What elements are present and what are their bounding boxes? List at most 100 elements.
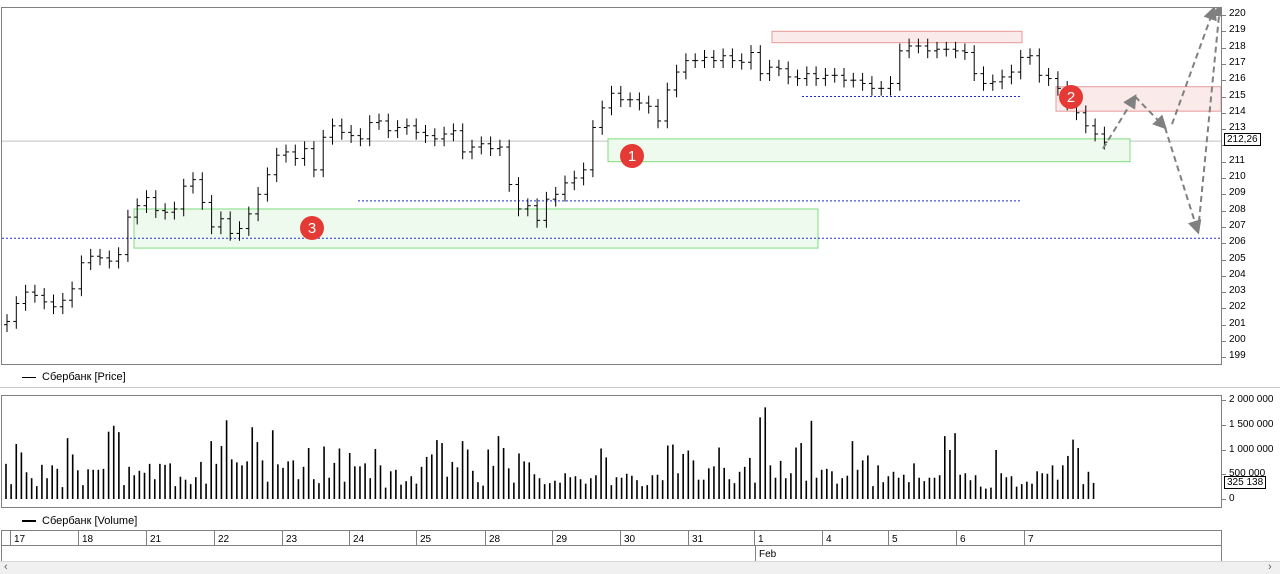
ohlc-bar — [487, 136, 494, 156]
price-tick-mark — [1222, 112, 1226, 114]
ohlc-bar — [943, 41, 950, 57]
day-label: 30 — [624, 534, 636, 545]
ohlc-bar — [794, 69, 801, 86]
price-tick-mark — [1222, 63, 1226, 65]
ohlc-bar — [1008, 64, 1015, 85]
volume-tick-label: 1 000 000 — [1229, 443, 1274, 455]
ohlc-bar — [571, 170, 578, 191]
ohlc-bar — [31, 284, 38, 303]
ohlc-bar — [245, 206, 252, 236]
forecast-arrow — [1134, 95, 1167, 130]
callout-1: 1 — [620, 144, 644, 168]
ohlc-bar — [255, 186, 262, 222]
last-price-label: 212,26 — [1224, 133, 1261, 147]
ohlc-bar — [1045, 67, 1052, 86]
ohlc-bar — [785, 61, 792, 85]
price-tick-label: 218 — [1229, 40, 1246, 52]
ohlc-bar — [915, 38, 922, 54]
ohlc-bar — [924, 38, 931, 59]
volume-tick-mark — [1222, 424, 1226, 426]
panel-separator — [0, 387, 1280, 388]
month-label: Feb — [759, 549, 777, 560]
ohlc-bar — [617, 85, 624, 108]
day-label: 7 — [1028, 534, 1034, 545]
ohlc-bar — [357, 128, 364, 147]
ohlc-bar — [506, 139, 513, 192]
scroll-right-icon[interactable]: › — [1268, 561, 1272, 573]
volume-tick-mark — [1222, 400, 1226, 401]
price-tick-mark — [1222, 210, 1226, 212]
volume-legend-label: Сбербанк [Volume] — [42, 515, 138, 527]
volume-chart-panel[interactable] — [1, 395, 1222, 508]
scroll-left-icon[interactable]: ‹ — [4, 561, 8, 573]
day-label: 31 — [692, 534, 704, 545]
price-chart-panel[interactable] — [1, 2, 1226, 365]
volume-legend: Сбербанк [Volume] — [22, 515, 137, 527]
support-zone-3 — [133, 208, 819, 249]
ohlc-bar — [589, 120, 596, 178]
day-label: 1 — [758, 534, 764, 545]
ohlc-bar — [562, 175, 568, 202]
price-tick-mark — [1222, 259, 1226, 261]
horizontal-scrollbar[interactable]: ‹ › — [0, 561, 1280, 574]
ohlc-bar — [273, 147, 280, 183]
ohlc-bar — [217, 211, 224, 235]
price-tick-label: 215 — [1229, 89, 1246, 101]
ohlc-bar — [961, 43, 968, 60]
ohlc-bar — [450, 123, 457, 142]
ohlc-bar — [143, 190, 150, 214]
callout-2: 2 — [1059, 85, 1083, 109]
price-tick-label: 202 — [1229, 301, 1246, 313]
day-label: 24 — [353, 534, 365, 545]
resistance-zone-top — [771, 30, 1023, 44]
price-tick-label: 200 — [1229, 334, 1246, 345]
day-label: 18 — [82, 534, 94, 545]
ohlc-bar — [459, 123, 466, 160]
price-tick-mark — [1222, 129, 1226, 131]
price-tick-mark — [1222, 275, 1226, 277]
volume-tick-label: 0 — [1229, 493, 1235, 504]
ohlc-bar — [636, 92, 643, 111]
ohlc-bar — [403, 118, 410, 135]
date-axis-svg: 17 18 21 22 23 24 25 28 29 30 31 1 4 5 6 7 Feb — [1, 530, 1222, 562]
ohlc-bar — [152, 190, 159, 218]
price-tick-label: 220 — [1229, 8, 1246, 19]
price-tick-label: 217 — [1229, 56, 1246, 68]
price-chart-svg — [2, 2, 1226, 333]
ohlc-bar — [999, 69, 1006, 90]
day-label: 28 — [489, 534, 501, 545]
ohlc-bar — [199, 172, 206, 210]
date-axis: 17 18 21 22 23 24 25 28 29 30 31 1 4 5 6 7 Feb — [1, 530, 1222, 562]
ohlc-bar — [69, 281, 76, 308]
ohlc-bar — [831, 67, 838, 83]
ohlc-bar — [1017, 50, 1024, 80]
ohlc-bar — [134, 198, 141, 225]
ohlc-bar — [906, 38, 913, 59]
ohlc-bar — [515, 177, 522, 217]
ohlc-bar — [803, 66, 810, 86]
price-tick-label: 205 — [1229, 252, 1246, 264]
price-tick-label: 208 — [1229, 203, 1246, 215]
price-tick-mark — [1222, 96, 1226, 98]
ohlc-bar — [841, 67, 847, 88]
volume-tick-mark — [1222, 499, 1226, 500]
price-tick-mark — [1222, 161, 1226, 163]
volume-tick-mark — [1222, 474, 1226, 476]
day-label: 17 — [14, 534, 26, 545]
ohlc-bar — [627, 92, 634, 108]
ohlc-bar — [701, 50, 708, 68]
price-legend-swatch — [22, 376, 36, 378]
price-tick-mark — [1222, 178, 1226, 179]
volume-tick-label: 1 500 000 — [1229, 418, 1274, 430]
ohlc-bar — [1027, 48, 1033, 65]
ohlc-bar — [115, 247, 122, 269]
forecast-arrow — [1164, 127, 1202, 235]
ohlc-bar — [329, 118, 336, 145]
day-label: 25 — [420, 534, 432, 545]
ohlc-bar — [710, 50, 717, 68]
callout-3: 3 — [300, 216, 324, 240]
price-tick-mark — [1222, 324, 1226, 326]
ohlc-bar — [97, 248, 103, 266]
ohlc-bar — [376, 113, 382, 130]
ohlc-bar — [310, 141, 317, 178]
